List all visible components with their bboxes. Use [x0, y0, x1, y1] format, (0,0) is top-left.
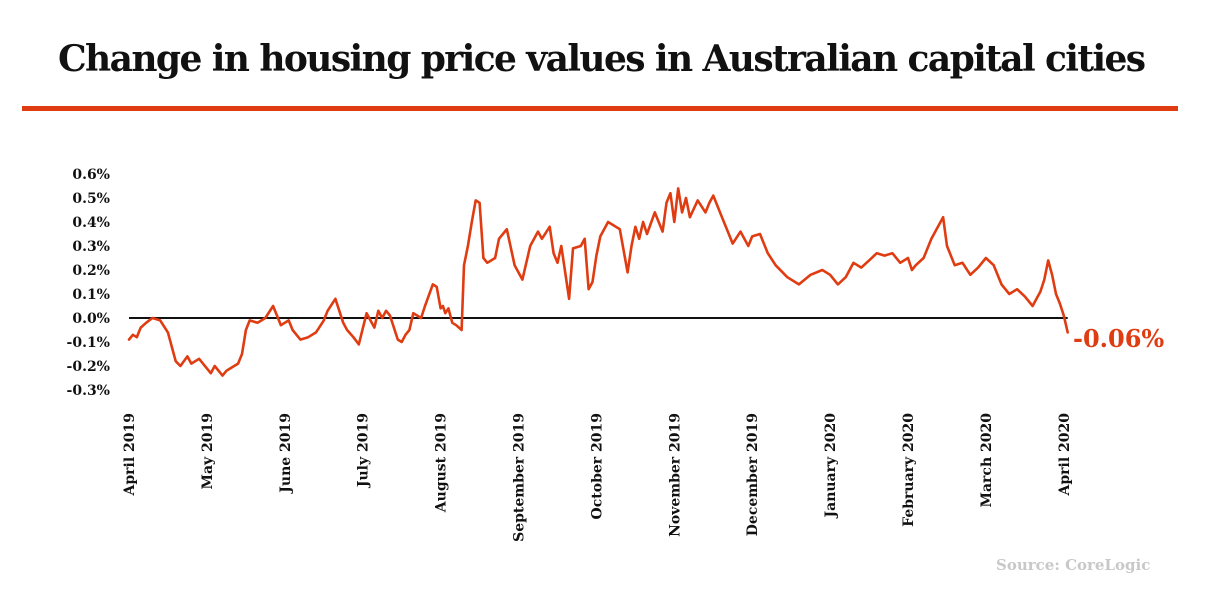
x-tick-label: April 2020 [1057, 413, 1073, 497]
x-tick-label: October 2019 [589, 413, 605, 519]
x-tick-label: September 2019 [512, 413, 528, 542]
x-tick-label: March 2020 [979, 413, 995, 508]
x-tick-label: February 2020 [901, 413, 917, 527]
y-axis: 0.6% 0.5% 0.4% 0.3% 0.2% 0.1% 0.0% -0.1% -0.2% -0… [67, 167, 110, 399]
y-tick-label: 0.3% [72, 239, 110, 255]
x-tick-label: July 2019 [356, 413, 372, 489]
y-tick-label: 0.0% [72, 311, 110, 327]
x-tick-label: November 2019 [667, 413, 683, 537]
chart-title: Change in housing price values in Austra… [58, 38, 1146, 80]
y-tick-label: 0.5% [72, 191, 110, 207]
x-tick-label: December 2019 [745, 413, 761, 536]
x-tick-label: May 2019 [200, 413, 216, 490]
y-tick-label: 0.2% [72, 263, 110, 279]
end-value-label: -0.06% [1073, 324, 1164, 353]
source-credit: Source: CoreLogic [996, 556, 1151, 574]
series-line [127, 187, 1069, 377]
x-tick-label: August 2019 [434, 413, 450, 513]
x-tick-label: April 2019 [122, 413, 138, 497]
x-tick-label: June 2019 [278, 413, 294, 495]
x-axis: April 2019 May 2019 June 2019 July 2019 Augu… [122, 413, 1073, 542]
y-tick-label: -0.1% [67, 335, 110, 351]
x-tick-label: January 2020 [823, 413, 839, 520]
y-tick-label: 0.6% [72, 167, 110, 183]
y-tick-label: 0.1% [72, 287, 110, 303]
y-tick-label: -0.3% [67, 383, 110, 399]
y-tick-label: -0.2% [67, 359, 110, 375]
title-divider [22, 106, 1178, 111]
y-tick-label: 0.4% [72, 215, 110, 231]
